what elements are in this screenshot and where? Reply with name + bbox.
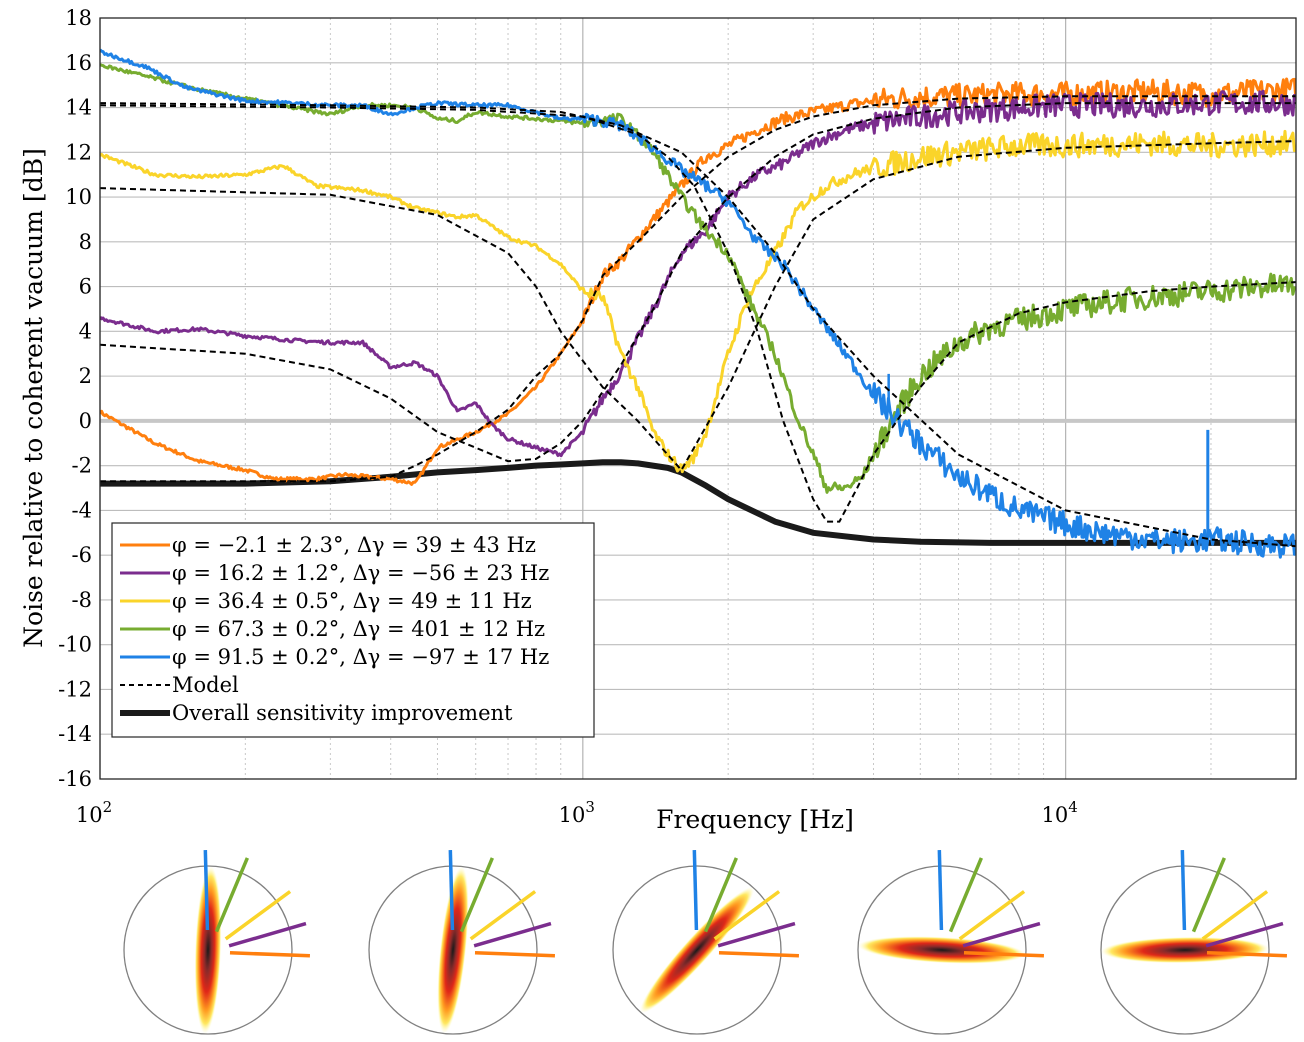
- squeezed-state-ellipse: [858, 936, 1026, 964]
- inset-quadrature-line: [692, 849, 699, 931]
- legend: φ = −2.1 ± 2.3°, Δγ = 39 ± 43 Hz φ = 16.2…: [111, 522, 595, 738]
- model-line: [100, 140, 1296, 472]
- inset-quadrature-line: [1191, 857, 1226, 933]
- squeezed-state-ellipse: [194, 866, 222, 1034]
- legend-box: [111, 522, 595, 738]
- inset-quadrature-line: [228, 921, 307, 948]
- inset-quadrature-line: [474, 951, 555, 958]
- model-line: [100, 95, 1296, 483]
- y-tick-label: 0: [79, 409, 92, 433]
- series-line-1: [100, 77, 1296, 486]
- y-tick-label: 18: [65, 6, 92, 30]
- y-tick-label: -4: [72, 498, 92, 522]
- inset-quadrature-line: [448, 849, 455, 931]
- inset-quadrature-line: [703, 857, 738, 933]
- x-tick-label: 104: [1041, 798, 1077, 827]
- inset-quadrature-line: [962, 921, 1041, 948]
- x-tick-label: 103: [559, 798, 595, 827]
- inset-quadrature-line: [224, 890, 292, 941]
- phase-space-inset: [612, 849, 799, 1035]
- legend-entry: φ = 67.3 ± 0.2°, Δγ = 401 ± 12 Hz: [172, 617, 545, 641]
- inset-quadrature-line: [229, 951, 310, 958]
- y-tick-label: 14: [65, 96, 92, 120]
- y-tick-label: -10: [58, 633, 92, 657]
- legend-entry: Overall sensitivity improvement: [172, 701, 513, 725]
- y-tick-labels: 18 16 14 12 10 8 6 4 2 0 -2 -4 -6 -8 -10 -12 -14 -16: [58, 6, 92, 791]
- y-tick-label: -16: [58, 767, 92, 791]
- inset-quadrature-line: [203, 849, 210, 931]
- phase-space-inset: [857, 849, 1044, 1035]
- model-line: [100, 104, 1296, 523]
- phase-space-insets: [123, 849, 1287, 1035]
- inset-quadrature-line: [473, 921, 552, 948]
- inset-quadrature-line: [469, 890, 537, 941]
- phase-space-inset: [123, 849, 310, 1035]
- y-tick-label: 12: [65, 140, 92, 164]
- y-tick-label: 16: [65, 51, 92, 75]
- legend-entry: Model: [172, 673, 239, 697]
- series-layer: [100, 48, 1296, 559]
- legend-entry: φ = 36.4 ± 0.5°, Δγ = 49 ± 11 Hz: [172, 589, 532, 613]
- inset-quadrature-line: [963, 951, 1044, 958]
- inset-quadrature-line: [1205, 921, 1284, 948]
- inset-quadrature-line: [1180, 849, 1187, 931]
- squeezed-state-ellipse: [639, 886, 755, 1014]
- y-tick-label: 8: [79, 230, 92, 254]
- series-line-5: [100, 48, 1296, 559]
- y-axis-label: Noise relative to coherent vacuum [dB]: [19, 148, 48, 648]
- y-tick-label: -14: [58, 722, 92, 746]
- legend-entry: φ = 16.2 ± 1.2°, Δγ = −56 ± 23 Hz: [172, 561, 549, 585]
- inset-quadrature-line: [717, 921, 796, 948]
- y-tick-label: 6: [79, 275, 92, 299]
- legend-entry: φ = 91.5 ± 0.2°, Δγ = −97 ± 17 Hz: [172, 645, 549, 669]
- x-axis-label: Frequency [Hz]: [656, 805, 854, 834]
- series-line-4: [100, 63, 1296, 494]
- series-line-overall-sensitivity: [100, 459, 1296, 546]
- model-line: [100, 102, 1296, 548]
- y-tick-label: 2: [79, 364, 92, 388]
- squeezed-state-ellipse: [1101, 936, 1269, 964]
- phase-space-inset: [368, 849, 555, 1035]
- inset-quadrature-line: [718, 951, 799, 958]
- series-line-2: [100, 89, 1296, 458]
- y-tick-label: 10: [65, 185, 92, 209]
- inset-quadrature-line: [937, 849, 944, 931]
- y-tick-label: 4: [79, 319, 92, 343]
- inset-quadrature-line: [948, 857, 983, 933]
- inset-quadrature-line: [1206, 951, 1287, 958]
- y-tick-label: -6: [72, 543, 92, 567]
- inset-quadrature-line: [713, 890, 781, 941]
- inset-quadrature-line: [459, 857, 494, 933]
- y-tick-label: -2: [72, 454, 92, 478]
- inset-quadrature-line: [958, 890, 1026, 941]
- phase-space-inset: [1100, 849, 1287, 1035]
- inset-quadrature-line: [1201, 890, 1269, 941]
- series-line-3: [100, 129, 1296, 474]
- squeezed-state-ellipse: [437, 866, 469, 1034]
- model-line: [100, 102, 1296, 463]
- legend-entry: φ = −2.1 ± 2.3°, Δγ = 39 ± 43 Hz: [172, 533, 536, 557]
- x-tick-labels: 102 103 104: [76, 798, 1078, 827]
- plot-frame: [99, 17, 1297, 780]
- y-tick-label: -8: [72, 588, 92, 612]
- x-tick-label: 102: [76, 798, 112, 827]
- inset-quadrature-line: [214, 857, 249, 933]
- y-tick-label: -12: [58, 677, 92, 701]
